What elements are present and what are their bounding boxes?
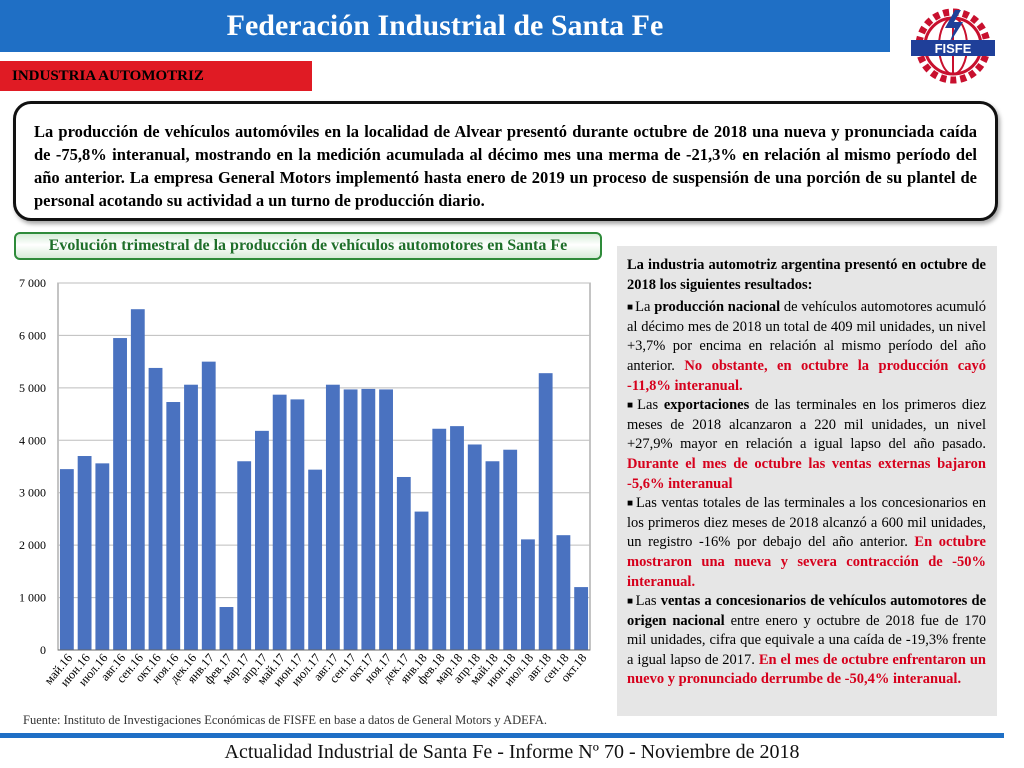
y-tick-label: 5 000 [19,381,46,395]
bar [574,587,589,650]
y-tick-label: 2 000 [19,538,46,552]
y-tick-label: 0 [40,643,46,657]
bar [379,389,393,650]
bar [325,384,340,650]
bar [521,539,535,650]
bullet-production: ■ La producción nacional de vehículos aut… [627,299,987,394]
results-panel: La industria automotriz argentina presen… [617,246,997,716]
footer-divider [0,733,1004,738]
y-tick-label: 6 000 [19,328,46,342]
bar [255,430,269,650]
bar [414,511,429,650]
bar [503,449,518,650]
bullet-exports: ■ Las exportaciones de las terminales en … [627,397,986,492]
bullet-total-sales: ■ Las ventas totales de las terminales a … [627,495,986,590]
square-bullet-icon: ■ [627,596,634,608]
bar [130,309,145,650]
square-bullet-icon: ■ [627,302,634,314]
y-tick-label: 1 000 [19,591,46,605]
y-tick-label: 4 000 [19,433,46,447]
intro-text: La producción de vehículos automóviles e… [34,122,977,210]
section-tag: INDUSTRIA AUTOMOTRIZ [0,61,312,91]
bar [432,428,447,650]
intro-box: La producción de vehículos automóviles e… [13,101,998,221]
bar [308,469,323,650]
bar [59,469,74,650]
bar [361,388,376,650]
bar [272,394,287,650]
bar [343,389,358,650]
bar [201,361,216,650]
y-tick-label: 3 000 [19,486,46,500]
bar [485,461,500,650]
bar [556,535,571,650]
bar [538,373,553,650]
fisfe-logo: FISFE [911,8,995,84]
page-title: Federación Industrial de Santa Fe [0,0,890,52]
square-bullet-icon: ■ [627,400,636,412]
bar [95,463,110,650]
bar [290,399,305,650]
y-tick-label: 7 000 [19,276,46,290]
bar [184,384,198,650]
bar [148,367,163,650]
bar [77,456,92,650]
source-note: Fuente: Instituto de Investigaciones Eco… [23,713,547,727]
chart-title: Evolución trimestral de la producción de… [14,232,602,260]
square-bullet-icon: ■ [627,498,634,510]
plot-area [57,282,591,651]
bar [237,461,252,650]
bar [467,444,482,650]
panel-lead: La industria automotriz argentina presen… [627,257,986,293]
footer-text: Actualidad Industrial de Santa Fe - Info… [224,741,800,763]
bar [166,402,181,650]
bar [396,476,411,650]
bar [113,338,127,650]
bar [450,426,464,650]
logo-text: FISFE [935,41,972,56]
bar [219,607,234,650]
bullet-national-sales: ■ Las ventas a concesionarios de vehículo… [627,593,987,688]
